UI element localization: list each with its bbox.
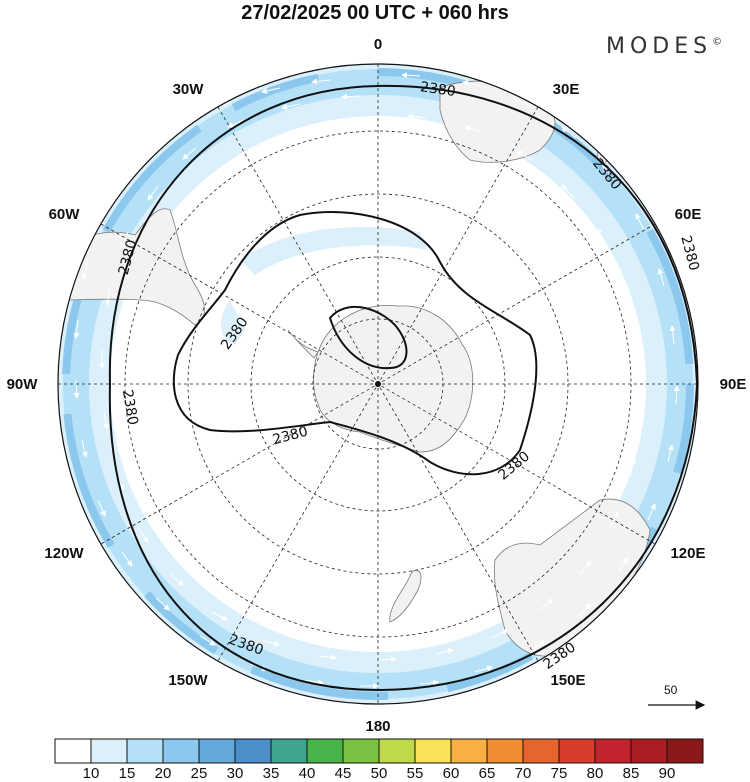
colorbar-swatch [522,738,560,764]
colorbar-label: 85 [622,765,640,782]
colorbar-swatch [558,738,596,764]
lon-label: 120W [44,545,84,562]
contour-label: 2380 [419,79,457,100]
colorbar-label: 65 [478,765,496,782]
colorbar-label: 15 [118,765,136,782]
new-zealand [389,569,422,623]
colorbar-swatch [666,738,704,764]
contour-outer [108,84,698,692]
colorbar-swatch [90,738,128,764]
wind-shading-inner [240,227,428,275]
colorbar-label: 60 [442,765,460,782]
lon-label: 60E [675,206,702,223]
wind-vectors [73,72,680,689]
colorbar-swatch [378,738,416,764]
map-field [58,64,698,704]
colorbar-label: 25 [190,765,208,782]
colorbar-label: 80 [586,765,604,782]
colorbar [54,738,704,764]
colorbar-swatch [54,738,92,764]
lon-label: 150W [168,672,208,689]
map-title: 27/02/2025 00 UTC + 060 hrs [241,2,509,24]
lon-label: 30E [553,81,580,98]
contour-label: 2380 [677,234,702,273]
lon-label: 90W [7,376,39,393]
contour-inner [172,211,538,476]
colorbar-label: 20 [154,765,172,782]
colorbar-swatch [306,738,344,764]
colorbar-swatch [234,738,272,764]
lon-label: 90E [720,376,747,393]
colorbar-label: 90 [658,765,676,782]
colorbar-swatch [198,738,236,764]
wind-shading-inner-2 [220,300,245,345]
contour-label: 2380 [119,388,141,426]
colorbar-swatch [486,738,524,764]
colorbar-swatch [342,738,380,764]
lon-label: 0 [374,36,382,53]
colorbar-swatch [270,738,308,764]
colorbar-swatch [126,738,164,764]
reference-vector-label: 50 [664,683,678,697]
colorbar-label: 70 [514,765,532,782]
brand-logo: MODES© [606,34,723,59]
colorbar-swatch [414,738,452,764]
colorbar-label: 35 [262,765,280,782]
colorbar-label: 50 [370,765,388,782]
antarctic-peninsula [287,329,319,359]
colorbar-swatch [630,738,668,764]
colorbar-label: 40 [298,765,316,782]
lon-label: 150E [550,672,585,689]
colorbar-label: 75 [550,765,568,782]
colorbar-swatch [162,738,200,764]
height-contours [108,84,698,692]
map-border [57,63,699,705]
south-pole-dot [375,381,381,387]
colorbar-swatch [450,738,488,764]
contour-center [328,305,408,370]
lon-label: 60W [49,206,81,223]
longitude-labels: 0 30E 60E 90E 120E 150E 180 150W 120W 90… [7,36,747,735]
polar-map: 2380 2380 2380 2380 2380 2380 2380 2380 … [7,36,747,735]
lon-label: 180 [365,718,390,735]
colorbar-label: 30 [226,765,244,782]
colorbar-swatch [594,738,632,764]
lon-label: 120E [670,545,705,562]
colorbar-label: 55 [406,765,424,782]
colorbar-label: 10 [82,765,100,782]
lon-label: 30W [173,81,205,98]
colorbar-label: 45 [334,765,352,782]
south-america [59,208,205,326]
